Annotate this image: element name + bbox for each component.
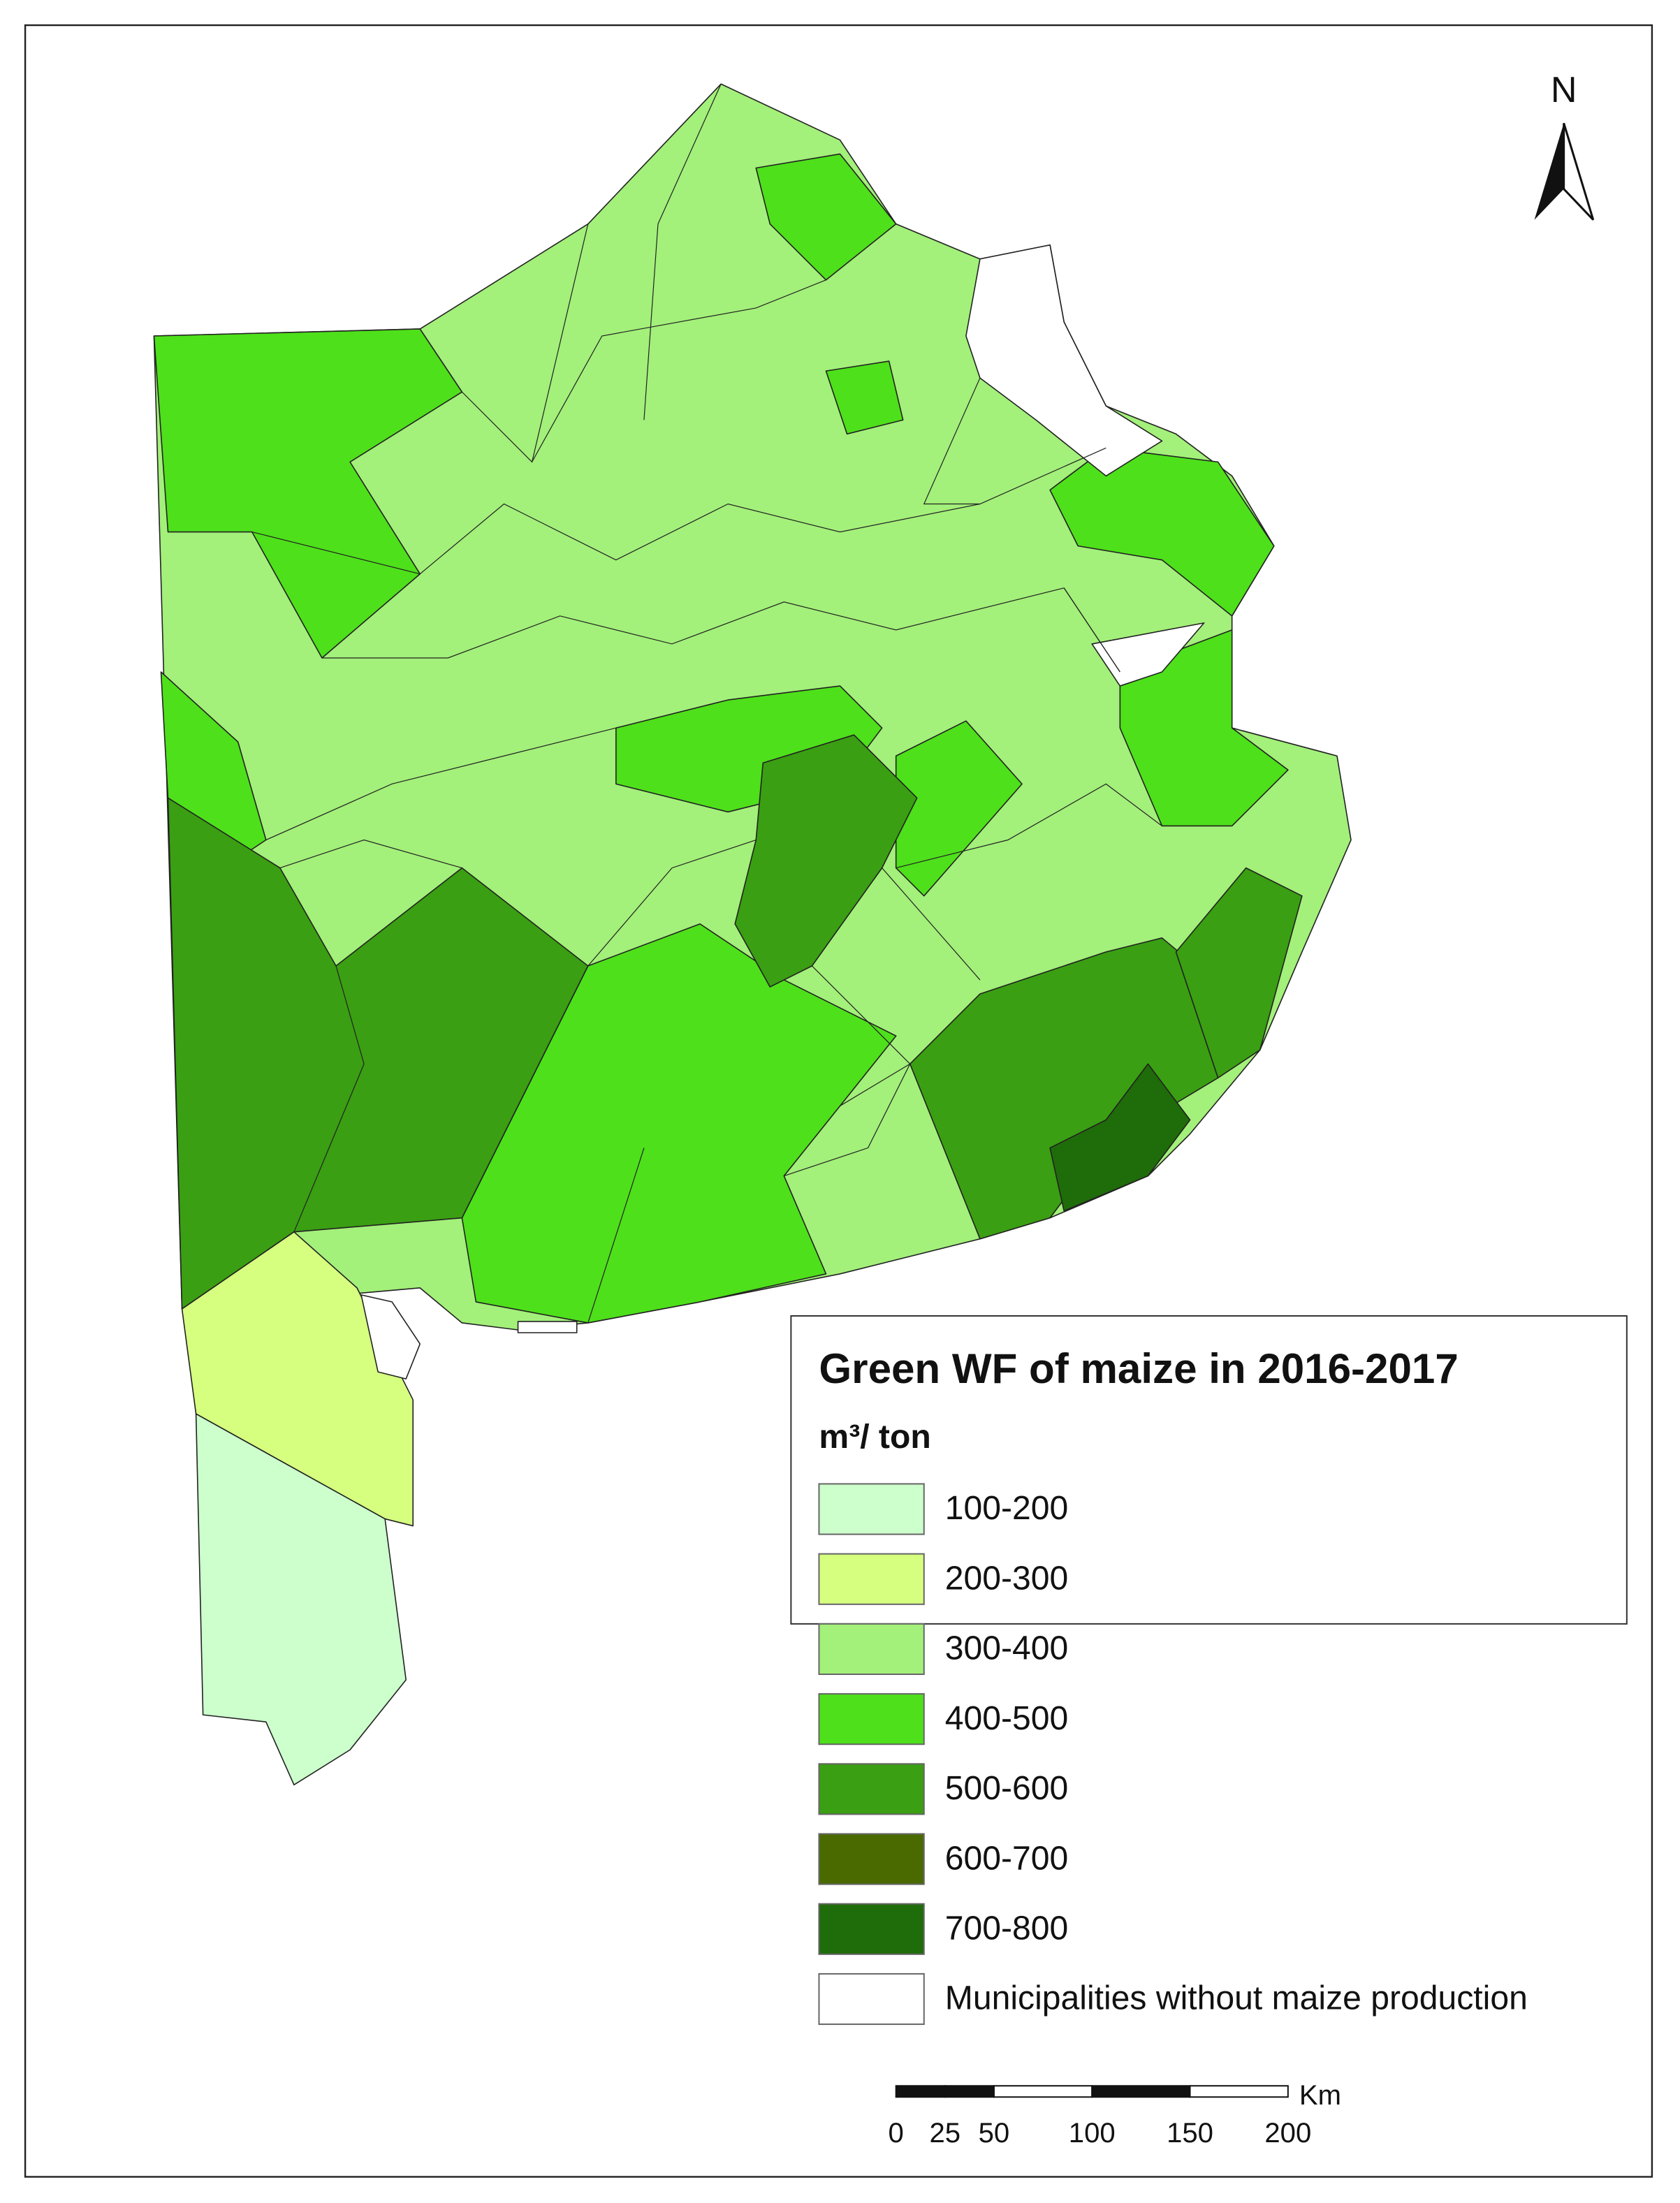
municipality-no-production bbox=[517, 1321, 578, 1333]
scale-tick-label: 0 bbox=[889, 2118, 904, 2149]
legend-swatch bbox=[818, 1973, 925, 2026]
legend-swatch bbox=[818, 1483, 925, 1535]
legend-label: 500-600 bbox=[945, 1769, 1069, 1807]
north-label: N bbox=[1551, 70, 1577, 110]
scale-segment bbox=[1091, 2085, 1191, 2098]
municipality-400-500 bbox=[755, 153, 897, 281]
scale-tick-label: 150 bbox=[1167, 2118, 1213, 2149]
municipality-100-200 bbox=[195, 1413, 407, 1786]
north-arrow-right bbox=[1563, 122, 1595, 221]
legend-swatch bbox=[818, 1553, 925, 1605]
legend-swatch bbox=[818, 1903, 925, 1955]
municipality-no-production bbox=[1091, 622, 1205, 687]
legend-label: 300-400 bbox=[945, 1630, 1069, 1667]
legend-label: 700-800 bbox=[945, 1909, 1069, 1947]
municipal-boundaries bbox=[251, 84, 1162, 1324]
legend-title: Green WF of maize in 2016-2017 bbox=[819, 1345, 1458, 1392]
scale-tick-label: 50 bbox=[979, 2118, 1010, 2149]
legend-label: 100-200 bbox=[945, 1489, 1069, 1527]
scale-unit: Km bbox=[1299, 2080, 1341, 2111]
province-map bbox=[153, 83, 1352, 1786]
legend: Green WF of maize in 2016-2017 m³/ ton 1… bbox=[790, 1315, 1628, 2026]
scale-tick-label: 25 bbox=[930, 2118, 961, 2149]
legend-swatch bbox=[818, 1693, 925, 1745]
municipality-700-800 bbox=[1049, 1063, 1191, 1212]
legend-label: 200-300 bbox=[945, 1559, 1069, 1597]
municipality-400-500 bbox=[895, 720, 1023, 897]
islands bbox=[360, 1294, 421, 1379]
legend-label: Municipalities without maize production bbox=[945, 1979, 1528, 2017]
legend-unit: m³/ ton bbox=[819, 1418, 930, 1456]
municipality-400-500 bbox=[1119, 629, 1289, 827]
municipality-400-500 bbox=[825, 360, 904, 435]
legend-swatch bbox=[818, 1763, 925, 1815]
legend-label: 400-500 bbox=[945, 1699, 1069, 1737]
scale-tick-label: 200 bbox=[1264, 2118, 1311, 2149]
scale-bar: 0 25 50 100 150 200 Km bbox=[889, 2080, 1341, 2149]
scale-segment bbox=[944, 2085, 995, 2098]
municipalities-no-production bbox=[965, 244, 1163, 477]
municipality-500-600 bbox=[1175, 867, 1303, 1079]
scale-segment bbox=[895, 2085, 946, 2098]
scale-segment bbox=[993, 2085, 1093, 2098]
legend-swatch bbox=[818, 1623, 925, 1676]
legend-box bbox=[790, 1315, 1628, 1625]
scale-segment bbox=[1189, 2085, 1289, 2098]
legend-label: 600-700 bbox=[945, 1839, 1069, 1877]
municipalities-400-500 bbox=[461, 923, 897, 1324]
legend-swatch bbox=[818, 1833, 925, 1885]
municipality-400-500 bbox=[1049, 447, 1275, 617]
scale-tick-label: 100 bbox=[1069, 2118, 1116, 2149]
